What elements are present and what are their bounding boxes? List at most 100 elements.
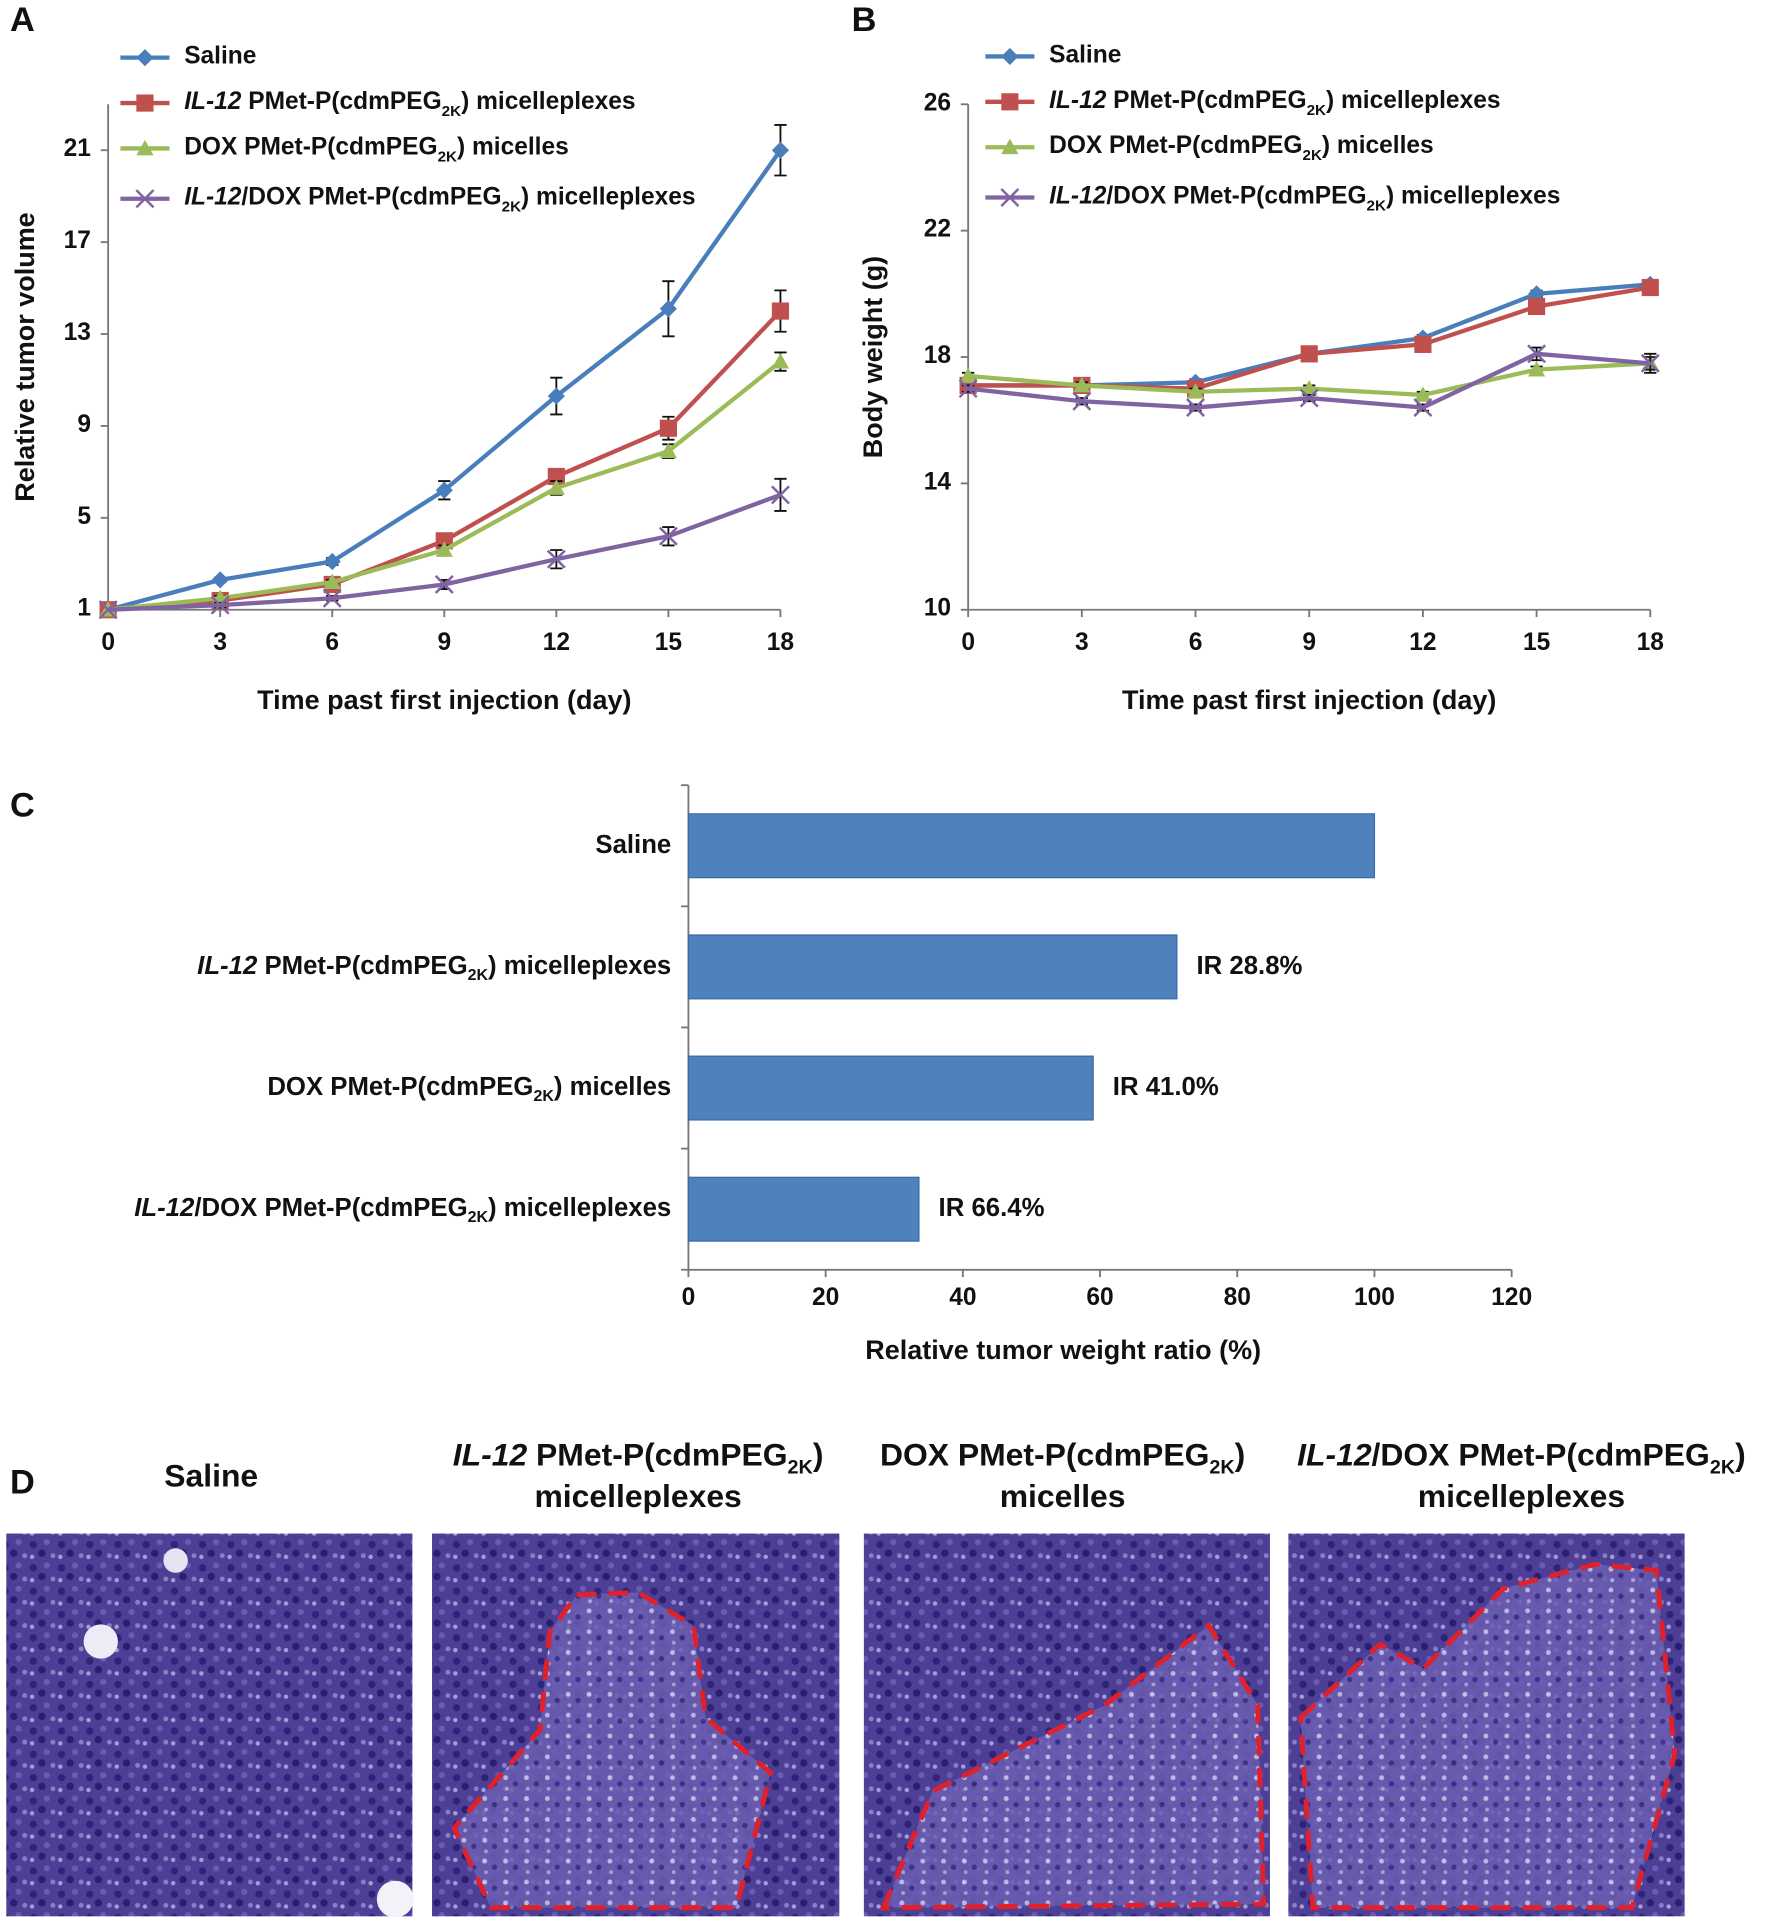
necrosis-area [454,1592,771,1908]
x-tick-label: 6 [1189,630,1203,657]
x-tick-label: 9 [1302,630,1316,657]
legend-label: IL-12/DOX PMet-P(cdmPEG2K) micelleplexes [1049,183,1560,214]
panel-label: B [852,1,877,39]
legend-marker [135,189,155,209]
image-title: IL-12 PMet-P(cdmPEG2K) [453,1437,824,1479]
legend-label: IL-12 PMet-P(cdmPEG2K) micelleplexes [1049,87,1500,118]
marker [547,479,565,495]
marker [1299,388,1319,408]
marker [1186,398,1205,418]
legend-marker [1001,47,1019,66]
legend-marker [1001,138,1019,155]
image-title: DOX PMet-P(cdmPEG2K) [880,1437,1245,1479]
marker [771,353,790,369]
marker [210,595,230,615]
marker [958,379,978,399]
legend-label: IL-12/DOX PMet-P(cdmPEG2K) micelleplexes [184,184,695,215]
marker [98,600,118,620]
category-label: IL-12/DOX PMet-P(cdmPEG2K) micelleplexes [134,1194,671,1226]
marker [322,588,342,608]
marker [1186,383,1205,399]
marker [658,526,678,546]
x-axis-title: Time past first injection (day) [1122,685,1496,715]
y-tick-label: 22 [924,216,951,243]
x-tick-label: 20 [812,1285,839,1312]
category-label: Saline [595,831,671,859]
y-tick-label: 14 [924,469,952,496]
bar-annotation: IR 41.0% [1113,1073,1219,1101]
y-tick-label: 18 [924,342,951,369]
vessel [376,1880,414,1918]
series-line [107,309,782,612]
x-tick-label: 3 [213,630,227,657]
marker [1527,297,1546,316]
x-axis-title: Relative tumor weight ratio (%) [865,1335,1261,1365]
marker [435,541,453,557]
bar [687,1176,920,1242]
x-tick-label: 0 [682,1285,696,1312]
legend-label: IL-12 PMet-P(cdmPEG2K) micelleplexes [184,89,635,120]
marker [546,549,566,569]
marker [659,442,677,459]
marker [771,141,790,159]
panel-d-images [6,1533,1685,1918]
x-tick-label: 6 [325,630,339,657]
category-label: IL-12 PMet-P(cdmPEG2K) micelleplexes [197,952,671,984]
marker [1527,344,1547,364]
legend-marker [1000,188,1020,207]
marker [771,302,790,320]
x-tick-label: 0 [101,630,115,657]
bar [687,813,1376,879]
x-tick-label: 9 [437,630,451,657]
necrosis-outline [1298,1561,1678,1911]
x-tick-label: 120 [1491,1285,1532,1312]
panel-label: D [10,1464,35,1502]
marker [323,552,341,571]
marker [1640,353,1660,373]
marker [1413,398,1433,418]
panel-label: C [10,786,35,824]
y-tick-label: 10 [924,595,951,622]
marker [1641,278,1659,297]
marker [770,485,790,505]
image-title: micelles [1000,1479,1126,1515]
legend-label: Saline [184,43,256,70]
legend-label: DOX PMet-P(cdmPEG2K) micelles [1049,133,1434,164]
x-tick-label: 3 [1075,630,1089,657]
x-tick-label: 12 [1409,630,1436,657]
panel-label: A [10,1,35,39]
x-tick-label: 15 [1523,630,1550,657]
image-title: Saline [164,1458,258,1494]
bar-annotation: IR 66.4% [939,1194,1045,1222]
y-axis-title: Body weight (g) [858,256,888,458]
bar-annotation: IR 28.8% [1196,952,1302,980]
x-tick-label: 15 [655,630,682,657]
marker [1073,376,1091,393]
marker [1072,391,1092,411]
image-title: micelleplexes [534,1479,741,1515]
y-tick-label: 1 [77,595,91,622]
y-tick-label: 13 [64,320,91,347]
necrosis-area [883,1625,1264,1908]
marker [1414,335,1432,353]
x-tick-label: 12 [543,630,570,657]
y-tick-label: 17 [64,228,91,255]
marker [211,571,229,589]
image-title: IL-12/DOX PMet-P(cdmPEG2K) [1297,1437,1746,1479]
marker [1527,361,1546,377]
category-label: DOX PMet-P(cdmPEG2K) micelles [267,1073,671,1105]
x-tick-label: 18 [767,630,794,657]
x-tick-label: 40 [949,1285,976,1312]
marker [1414,386,1432,402]
x-tick-label: 100 [1354,1285,1395,1312]
bar [687,1055,1094,1121]
x-tick-label: 80 [1224,1285,1251,1312]
bar [687,934,1178,1000]
y-tick-label: 5 [77,503,91,530]
x-tick-label: 60 [1086,1285,1113,1312]
legend-label: Saline [1049,42,1121,69]
marker [1300,380,1318,396]
vessel [163,1548,188,1573]
